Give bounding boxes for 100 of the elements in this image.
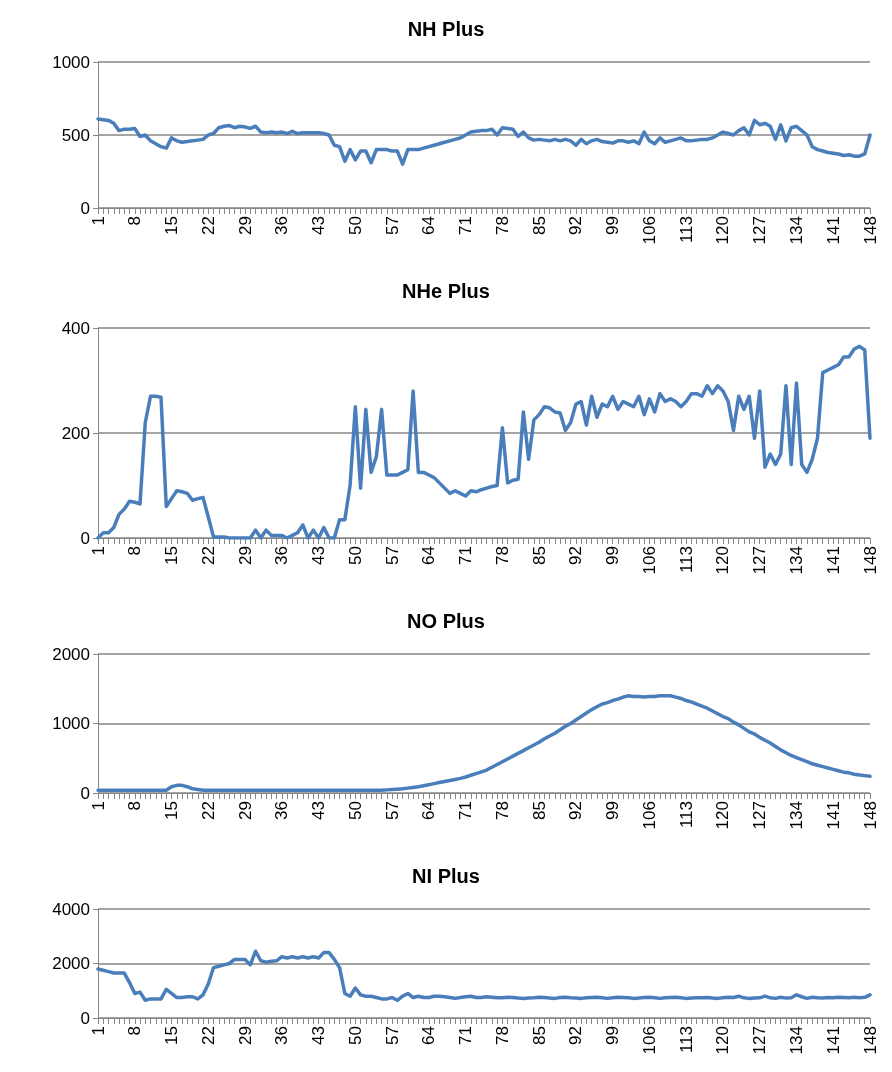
x-tick-label: 29 [235,801,255,820]
chart-title: NH Plus [407,18,485,40]
x-tick-label: 120 [713,546,733,575]
line-series [96,949,872,1003]
x-tick-label: 127 [750,801,770,830]
x-tick-label: 141 [823,801,843,830]
x-tick-label: 148 [860,801,880,830]
x-tick-label: 120 [713,801,733,830]
y-tick-label: 2000 [52,954,90,973]
x-tick-label: 1 [88,216,108,226]
x-tick-label: 106 [639,546,659,575]
x-tick-label: 78 [492,1026,512,1045]
x-tick-label: 36 [272,801,292,820]
x-tick-label: 148 [860,216,880,245]
x-tick-label: 57 [382,1026,402,1045]
x-tick-label: 148 [860,1026,880,1055]
y-tick-label: 400 [61,318,90,338]
x-tick-label: 85 [529,1026,549,1045]
x-tick-label: 141 [823,216,843,245]
x-tick-label: 92 [566,546,586,565]
x-tick-label: 15 [162,216,182,235]
y-tick-label: 500 [61,125,90,145]
x-tick-label: 22 [198,216,218,235]
x-tick-label: 120 [713,1026,733,1055]
y-tick-label: 0 [80,528,90,548]
x-tick-label: 36 [272,546,292,565]
x-tick-label: 106 [639,801,659,830]
y-tick-label: 200 [61,423,90,443]
x-tick-label: 78 [492,546,512,565]
x-tick-label: 43 [309,801,329,820]
x-tick-label: 8 [125,216,145,226]
x-tick-label: 71 [456,216,476,235]
x-tick-label: 43 [309,216,329,235]
x-tick-label: 71 [456,546,476,565]
y-tick-label: 1000 [52,52,90,72]
x-tick-label: 113 [676,801,696,829]
x-tick-label: 134 [786,216,806,245]
x-tick-label: 8 [125,801,145,811]
x-tick-label: 141 [823,1026,843,1055]
y-tick-label: 2000 [52,644,90,664]
x-tick-label: 36 [272,216,292,235]
x-tick-label: 64 [419,546,439,565]
x-tick-label: 15 [162,1026,182,1045]
x-tick-label: 29 [235,216,255,235]
x-tick-label: 85 [529,216,549,235]
x-tick-label: 85 [529,801,549,820]
y-tick-label: 0 [80,1008,90,1028]
x-tick-label: 113 [676,546,696,574]
x-tick-label: 64 [419,1026,439,1045]
x-tick-label: 57 [382,801,402,820]
y-tick-label: 1000 [52,714,90,733]
x-tick-label: 29 [235,1026,255,1045]
x-tick-label: 22 [198,801,218,820]
x-tick-label: 113 [676,1026,696,1054]
x-tick-label: 92 [566,216,586,235]
x-tick-label: 8 [125,1026,145,1036]
x-tick-label: 120 [713,216,733,245]
x-tick-label: 71 [456,801,476,820]
y-tick-label: 4000 [52,899,90,919]
line-series [96,117,872,166]
x-tick-label: 57 [382,216,402,235]
x-tick-label: 92 [566,1026,586,1045]
x-tick-label: 50 [345,216,365,235]
x-tick-label: 50 [345,546,365,565]
x-tick-label: 71 [456,1026,476,1045]
x-tick-label: 43 [309,1026,329,1045]
chart-title: NO Plus [407,610,485,632]
x-tick-label: 43 [309,546,329,565]
x-tick-label: 134 [786,1026,806,1055]
x-tick-label: 22 [198,546,218,565]
x-tick-label: 50 [345,801,365,820]
chart-title: NHe Plus [402,280,490,302]
x-tick-label: 22 [198,1026,218,1045]
x-tick-label: 113 [676,216,696,244]
x-tick-label: 99 [603,216,623,235]
y-tick-label: 0 [80,783,90,803]
x-tick-label: 15 [162,546,182,565]
x-tick-label: 99 [603,546,623,565]
y-tick-label: 0 [80,198,90,218]
x-tick-label: 29 [235,546,255,565]
x-tick-label: 57 [382,546,402,565]
x-tick-label: 106 [639,216,659,245]
x-tick-label: 134 [786,801,806,830]
x-tick-label: 127 [750,546,770,575]
x-tick-label: 127 [750,1026,770,1055]
x-tick-label: 134 [786,546,806,575]
x-tick-label: 148 [860,546,880,575]
x-tick-label: 141 [823,546,843,575]
x-tick-label: 99 [603,801,623,820]
x-tick-label: 78 [492,801,512,820]
x-tick-label: 8 [125,546,145,556]
x-tick-label: 99 [603,1026,623,1045]
x-tick-label: 15 [162,801,182,820]
x-tick-label: 1 [88,801,108,811]
chart-title: NI Plus [412,865,480,887]
x-tick-label: 127 [750,216,770,245]
x-tick-label: 85 [529,546,549,565]
x-tick-label: 64 [419,216,439,235]
x-tick-label: 78 [492,216,512,235]
x-tick-label: 36 [272,1026,292,1045]
